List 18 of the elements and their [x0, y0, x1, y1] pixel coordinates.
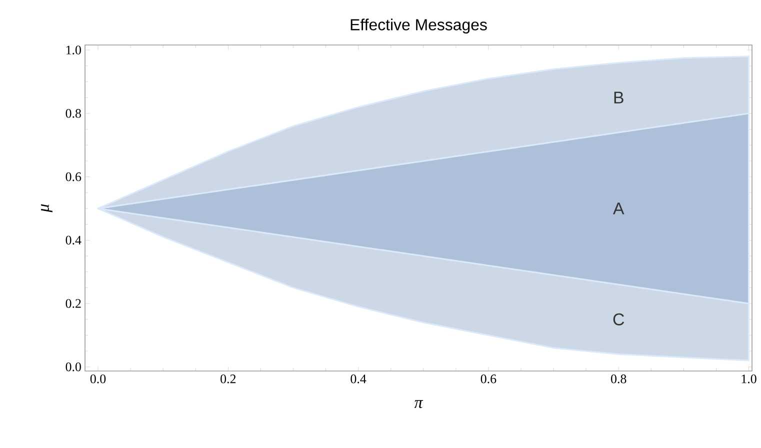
series-label: A [612, 202, 624, 214]
series-label: C [613, 313, 624, 326]
x-tick-label: 1.0 [742, 374, 756, 384]
x-tick-label: 0.0 [90, 374, 106, 384]
y-tick-label: 1.0 [66, 46, 81, 54]
y-tick-label: 0.4 [66, 236, 82, 245]
x-tick-label: 0.6 [480, 374, 496, 384]
y-tick-label: 0.6 [66, 172, 82, 182]
chart-title: Effective Messages [350, 18, 487, 34]
y-axis-title: μ [41, 204, 52, 212]
x-tick-label: 0.2 [220, 374, 236, 384]
y-tick-label: 0.2 [66, 299, 81, 308]
series-label: B [614, 92, 624, 104]
y-tick-label: 0.0 [66, 362, 81, 372]
x-tick-label: 0.8 [611, 374, 626, 384]
x-tick-label: 0.4 [350, 374, 366, 384]
y-tick-label: 0.8 [66, 109, 81, 118]
x-axis-title: π [414, 400, 424, 408]
